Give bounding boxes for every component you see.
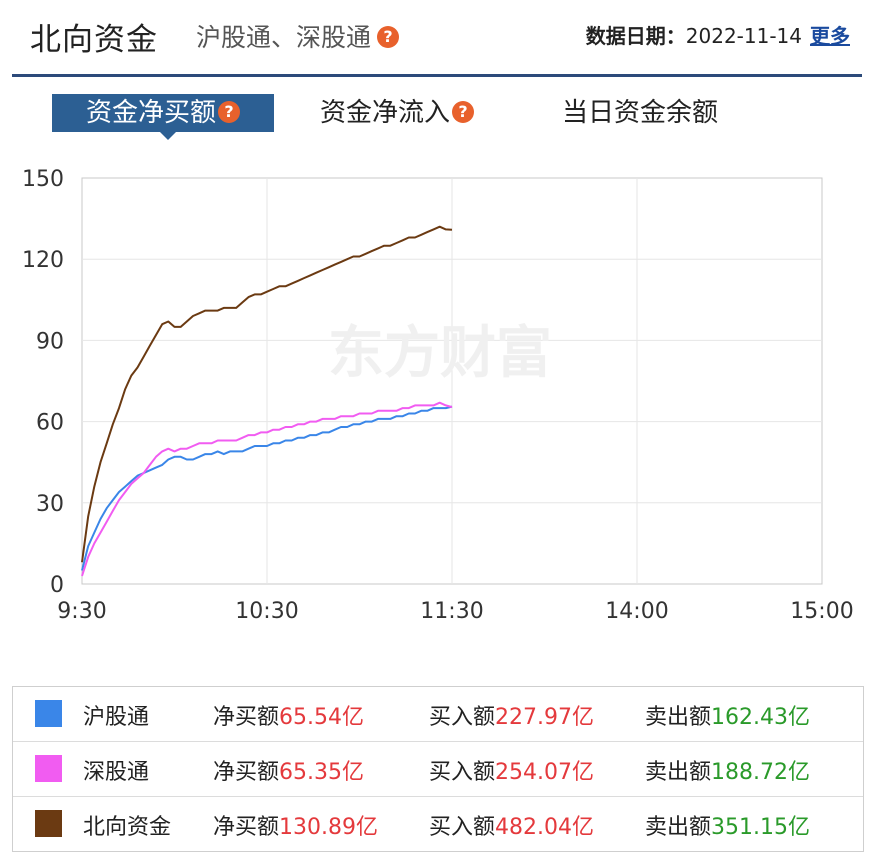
y-tick-label: 150 bbox=[22, 167, 64, 192]
series-color-swatch bbox=[35, 755, 62, 782]
page-subtitle: 沪股通、深股通? bbox=[196, 18, 400, 54]
net-buy-chart: 东方财富 0 30 60 90 120 150 9:30 10:30 11:30 14:00 15… bbox=[22, 167, 854, 624]
date-value: 2022-11-14 bbox=[685, 24, 802, 48]
date-label: 数据日期： bbox=[585, 24, 686, 48]
net-buy-metric: 净买额130.89亿 bbox=[213, 815, 378, 840]
chart-series bbox=[81, 225, 453, 577]
x-tick-label: 14:00 bbox=[605, 599, 668, 624]
legend-row-sh: 沪股通 净买额65.54亿 买入额227.97亿 卖出额162.43亿 bbox=[13, 687, 863, 741]
x-axis-ticks: 9:30 10:30 11:30 14:00 15:00 bbox=[57, 599, 853, 624]
x-tick-label: 10:30 bbox=[235, 599, 298, 624]
watermark-text: 东方财富 bbox=[328, 321, 552, 386]
header-divider bbox=[12, 74, 862, 77]
net-buy-metric: 净买额65.54亿 bbox=[213, 705, 364, 730]
buy-metric: 买入额482.04亿 bbox=[429, 815, 594, 840]
page-title: 北向资金 bbox=[30, 22, 158, 58]
series-color-swatch bbox=[35, 810, 62, 837]
help-icon[interactable]: ? bbox=[377, 26, 400, 48]
sell-metric: 卖出额188.72亿 bbox=[645, 760, 810, 785]
y-tick-label: 60 bbox=[36, 411, 64, 436]
tab-net-inflow[interactable]: 资金净流入? bbox=[320, 94, 475, 132]
legend-row-north: 北向资金 净买额130.89亿 买入额482.04亿 卖出额351.15亿 bbox=[13, 796, 863, 851]
help-icon[interactable]: ? bbox=[218, 100, 240, 123]
x-tick-label: 9:30 bbox=[57, 599, 106, 624]
x-tick-label: 15:00 bbox=[790, 599, 853, 624]
series-color-swatch bbox=[35, 700, 62, 727]
tab-daily-balance[interactable]: 当日资金余额 bbox=[562, 94, 718, 132]
buy-metric: 买入额254.07亿 bbox=[429, 760, 594, 785]
y-tick-label: 0 bbox=[50, 573, 64, 598]
buy-metric: 买入额227.97亿 bbox=[429, 705, 594, 730]
page-header: 北向资金 沪股通、深股通? 数据日期：2022-11-14 更多 bbox=[0, 0, 884, 77]
y-tick-label: 30 bbox=[36, 492, 64, 517]
x-tick-label: 11:30 bbox=[420, 599, 483, 624]
legend-row-sz: 深股通 净买额65.35亿 买入额254.07亿 卖出额188.72亿 bbox=[13, 741, 863, 796]
series-name: 北向资金 bbox=[83, 815, 172, 840]
subtitle-text: 沪股通、深股通 bbox=[196, 23, 372, 52]
tab-net-inflow-label: 资金净流入 bbox=[320, 98, 451, 128]
data-date: 数据日期：2022-11-14 更多 bbox=[586, 20, 850, 49]
series-name: 沪股通 bbox=[83, 705, 150, 730]
series-line-1 bbox=[81, 401, 453, 577]
y-axis-ticks: 0 30 60 90 120 150 bbox=[22, 167, 64, 598]
series-line-2 bbox=[81, 225, 453, 563]
y-tick-label: 120 bbox=[22, 248, 64, 273]
series-name: 深股通 bbox=[83, 760, 150, 785]
tab-daily-balance-label: 当日资金余额 bbox=[562, 98, 719, 128]
sell-metric: 卖出额351.15亿 bbox=[645, 815, 810, 840]
sell-metric: 卖出额162.43亿 bbox=[645, 705, 810, 730]
net-buy-metric: 净买额65.35亿 bbox=[213, 760, 364, 785]
y-tick-label: 90 bbox=[36, 329, 64, 354]
chart-grid bbox=[81, 177, 823, 585]
tab-net-buy[interactable]: 资金净买额? bbox=[52, 94, 274, 140]
legend-table: 沪股通 净买额65.54亿 买入额227.97亿 卖出额162.43亿 深股通 … bbox=[12, 686, 864, 852]
more-link[interactable]: 更多 bbox=[810, 24, 850, 48]
help-icon[interactable]: ? bbox=[452, 100, 475, 123]
tab-net-buy-label: 资金净买额 bbox=[85, 98, 216, 128]
